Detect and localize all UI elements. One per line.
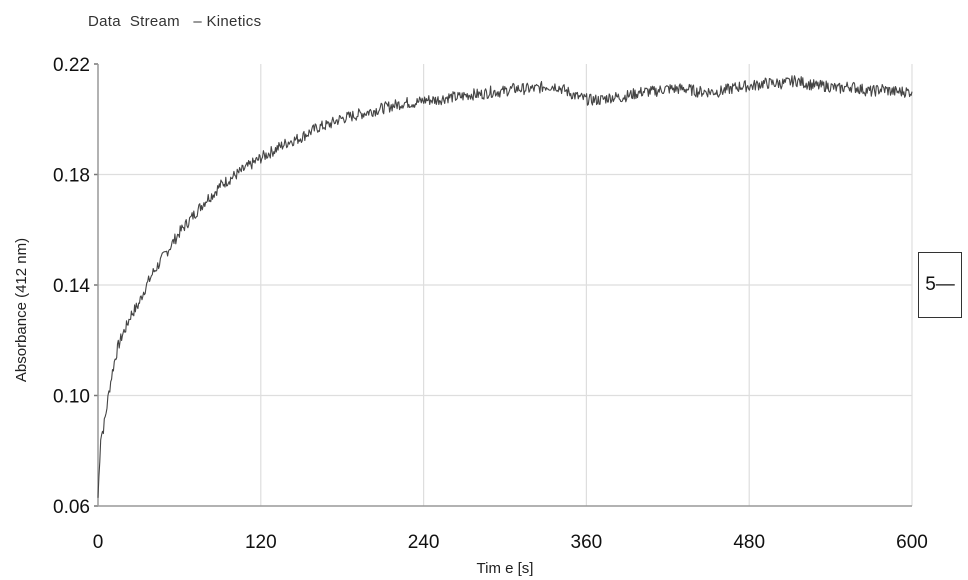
x-tick-label: 480 [733,532,765,553]
y-tick-label: 0.06 [53,497,90,518]
y-tick-label: 0.18 [53,166,90,187]
series-line [97,75,913,498]
axes [97,64,912,507]
window-title: Data Stream – Kinetics [88,13,262,30]
series [97,75,913,498]
y-axis-title: Absorbance (412 nm) [13,238,30,382]
x-tick-label: 240 [408,532,440,553]
y-tick-label: 0.22 [53,55,90,76]
grid [94,63,913,507]
x-tick-label: 120 [245,532,277,553]
x-tick-label: 360 [571,532,603,553]
x-axis-title: Tim e [s] [477,560,534,577]
x-tick-label: 0 [93,532,104,553]
x-tick-label: 600 [896,532,928,553]
y-tick-label: 0.14 [53,276,90,297]
legend-box: 5— [918,252,962,318]
y-tick-label: 0.10 [53,387,90,408]
legend-label: 5— [925,274,955,295]
tick-labels: 0 120 240 360 480 600 0.22 0.18 0.14 0.10 0.06 [53,55,928,553]
